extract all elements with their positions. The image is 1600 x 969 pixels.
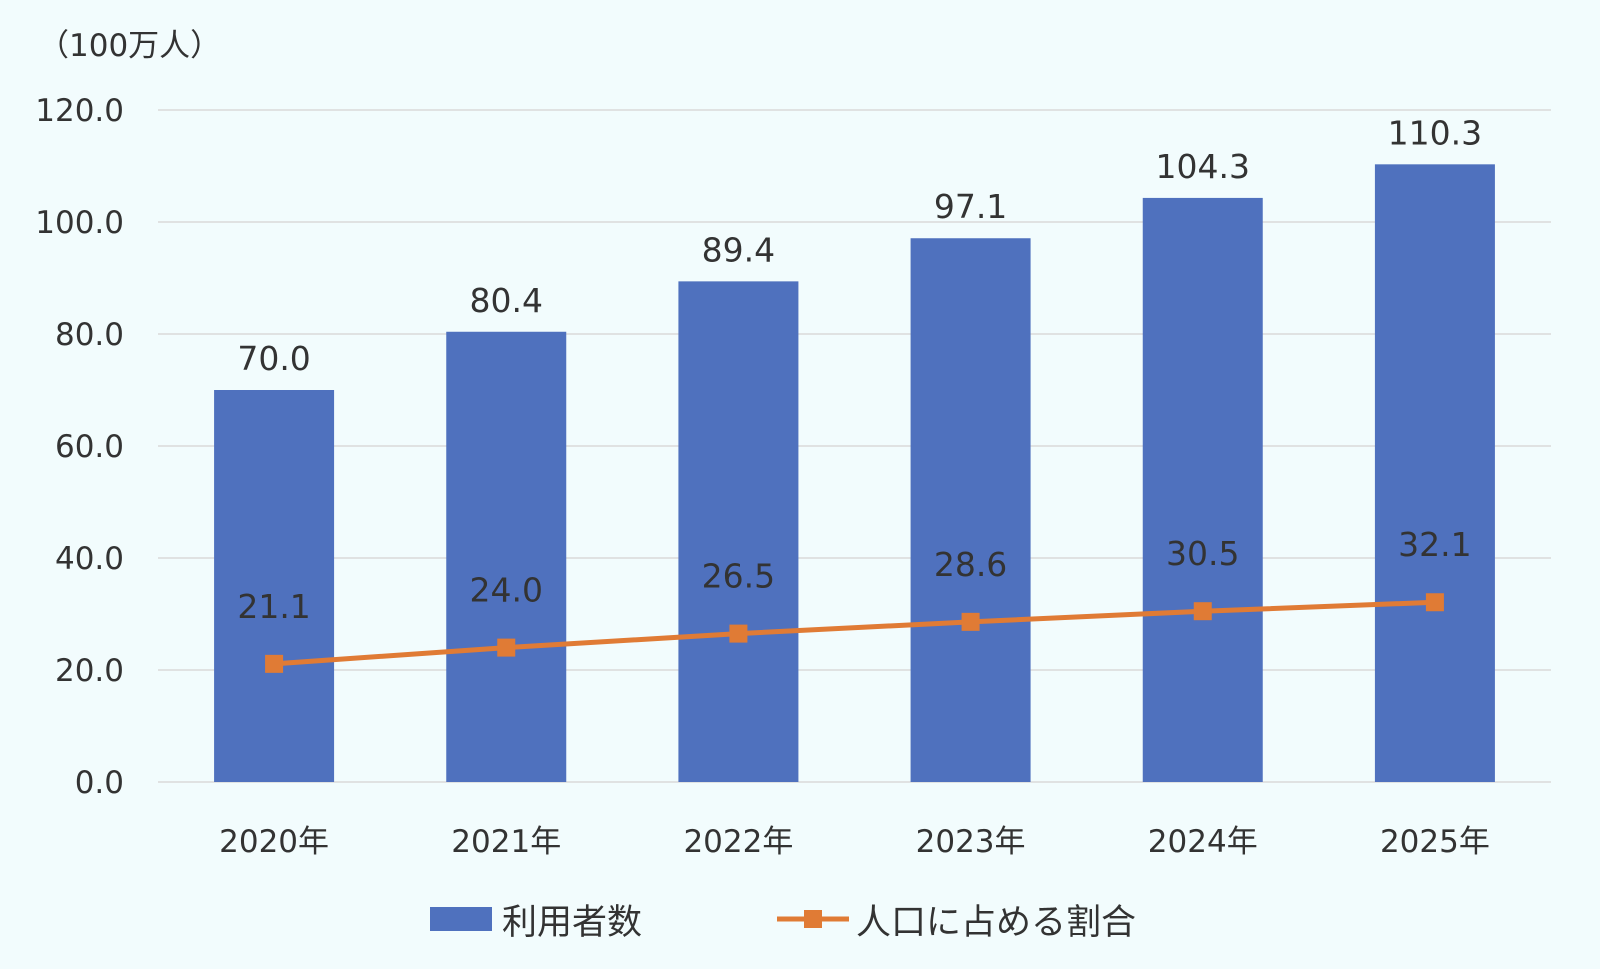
legend-label-bar: 利用者数 (502, 903, 642, 943)
line-marker (961, 612, 980, 631)
line-data-label: 32.1 (1398, 525, 1471, 564)
line-data-label: 28.6 (934, 545, 1007, 584)
x-tick-label: 2021年 (451, 824, 561, 860)
line-marker (497, 638, 516, 657)
x-tick-label: 2023年 (916, 824, 1026, 860)
bar (1374, 164, 1495, 782)
y-tick-label: 80.0 (55, 317, 124, 353)
y-axis-ticks: 0.0 20.0 40.0 60.0 80.0 100.0 120.0 (35, 93, 124, 801)
bar (214, 390, 335, 782)
x-axis-labels: 2020年 2021年 2022年 2023年 2024年 2025年 (219, 824, 1490, 860)
x-tick-label: 2024年 (1148, 824, 1258, 860)
y-tick-label: 100.0 (35, 205, 124, 241)
y-tick-label: 20.0 (55, 653, 124, 689)
x-tick-label: 2025年 (1380, 824, 1490, 860)
bar (1142, 197, 1263, 783)
legend-swatch-bar (430, 907, 492, 931)
bar-series (214, 164, 1495, 783)
x-tick-label: 2022年 (683, 824, 793, 860)
y-tick-label: 40.0 (55, 541, 124, 577)
legend: 利用者数 人口に占める割合 (430, 903, 1136, 943)
line-marker (1193, 602, 1212, 621)
bar-data-label: 80.4 (470, 281, 543, 320)
legend-swatch-marker (804, 910, 822, 928)
legend-label-line: 人口に占める割合 (856, 903, 1136, 943)
gridlines (158, 109, 1551, 783)
y-tick-label: 120.0 (35, 93, 124, 129)
line-data-label: 30.5 (1166, 534, 1239, 573)
bar-data-label: 104.3 (1156, 147, 1250, 186)
y-tick-label: 0.0 (75, 765, 124, 801)
bar (678, 281, 799, 782)
line-data-label: 24.0 (470, 571, 543, 610)
bar-data-label: 89.4 (702, 230, 775, 269)
line-marker (265, 654, 284, 673)
line-series (265, 593, 1444, 673)
line-marker (1425, 593, 1444, 612)
bar-data-label: 110.3 (1388, 113, 1482, 152)
line-path (273, 599, 1436, 667)
line-data-label: 26.5 (702, 557, 775, 596)
bar-data-label: 97.1 (934, 187, 1007, 226)
bar (446, 331, 567, 782)
y-tick-label: 60.0 (55, 429, 124, 465)
line-data-labels: 21.1 24.0 26.5 28.6 30.5 32.1 (237, 525, 1471, 626)
bar-data-labels: 70.0 80.4 89.4 97.1 104.3 110.3 (237, 113, 1482, 378)
y-axis-unit-label: （100万人） (38, 28, 221, 64)
line-marker (729, 624, 748, 643)
bar-data-label: 70.0 (237, 339, 310, 378)
x-tick-label: 2020年 (219, 824, 329, 860)
line-data-label: 21.1 (237, 587, 310, 626)
bar (910, 238, 1031, 783)
